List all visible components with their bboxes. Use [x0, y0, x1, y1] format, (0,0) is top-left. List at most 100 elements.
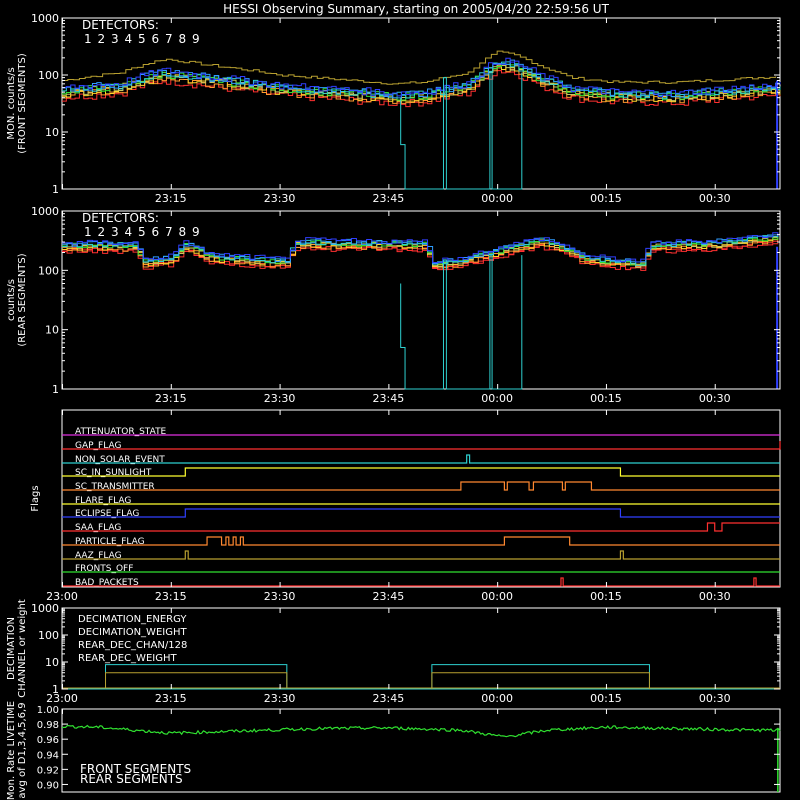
- livetime-front-line: [61, 724, 781, 738]
- legend-detector-6: 6: [152, 225, 160, 239]
- y-tick-label: 1000: [31, 12, 59, 25]
- x-tick-label: 23:30: [264, 192, 296, 205]
- decimation-legend-item: DECIMATION_ENERGY: [78, 614, 187, 625]
- flag-label-fronts_off: FRONTS_OFF: [75, 564, 133, 574]
- y-tick-label: 0.90: [37, 780, 59, 791]
- y-tick-label: 10: [45, 324, 59, 337]
- y-tick-label: 0.96: [37, 735, 59, 746]
- flag-line-aaz_flag: [62, 550, 780, 560]
- flag-line-sc_transmitter: [62, 481, 780, 491]
- legend-detector-7: 7: [165, 32, 173, 46]
- front-series-group: [62, 50, 781, 190]
- x-tick-label: 23:45: [373, 192, 405, 205]
- flag-line-bad_packets: [62, 577, 780, 587]
- rear-dec-weight-step: [431, 672, 650, 689]
- y-tick-label: 1: [52, 383, 59, 396]
- x-tick-label: 23:00: [46, 692, 78, 705]
- legend-title: DETECTORS:: [82, 211, 159, 225]
- legend-detector-4: 4: [125, 225, 133, 239]
- legend-detector-8: 8: [179, 225, 187, 239]
- front-y-label: MON. counts/s (FRONT SEGMENTS): [6, 53, 28, 154]
- y-tick-label: 100: [38, 264, 59, 277]
- decimation-legend-item: DECIMATION_WEIGHT: [78, 627, 187, 638]
- x-tick-label: 23:30: [264, 692, 296, 705]
- legend-detector-3: 3: [111, 225, 119, 239]
- y-axis-label-2: CHANNEL or weight: [17, 599, 28, 698]
- x-tick-label: 00:30: [699, 392, 731, 405]
- legend-detector-6: 6: [152, 32, 160, 46]
- flag-label-non_solar_event: NON_SOLAR_EVENT: [75, 455, 165, 465]
- y-tick-label: 1000: [31, 602, 59, 615]
- figure-title: HESSI Observing Summary, starting on 200…: [223, 2, 609, 16]
- front-legend: DETECTORS:1 2 3 4 5 6 7 8 9: [82, 18, 200, 46]
- x-tick-label: 23:30: [264, 392, 296, 405]
- rear-y-label: counts/s (REAR SEGMENTS): [6, 253, 28, 346]
- x-tick-label: 23:45: [373, 590, 405, 603]
- flag-line-particle_flag: [62, 536, 780, 546]
- x-tick-label: 00:00: [481, 192, 513, 205]
- y-tick-label: 10: [45, 656, 59, 669]
- x-tick-label: 23:15: [155, 590, 187, 603]
- rear-legend: DETECTORS:1 2 3 4 5 6 7 8 9: [82, 211, 200, 239]
- flag-label-gap_flag: GAP_FLAG: [75, 441, 121, 451]
- legend-detector-1: 1: [84, 225, 92, 239]
- front-x-ticks: 23:15 23:30 23:45 00:00 00:15 00:30: [62, 18, 731, 205]
- flag-label-attenuator_state: ATTENUATOR_STATE: [75, 427, 167, 437]
- y-tick-label: 0.92: [37, 765, 59, 776]
- x-tick-label: 00:15: [590, 692, 622, 705]
- legend-detector-4: 4: [125, 32, 133, 46]
- flag-label-sc_transmitter: SC_TRANSMITTER: [75, 482, 155, 492]
- y-tick-label: 1: [52, 183, 59, 196]
- x-tick-label: 00:15: [590, 192, 622, 205]
- flags-panel-frame: [61, 409, 781, 588]
- y-axis-label-2: avg of D1,3,4,5,6,9: [17, 702, 28, 798]
- flags-x-ticks: 23:00 23:15 23:30 23:45 00:00 00:15 00:30: [46, 410, 731, 603]
- front-dropout-line: [400, 72, 523, 190]
- legend-detector-8: 8: [179, 32, 187, 46]
- flag-label-bad_packets: BAD_PACKETS: [75, 578, 139, 588]
- y-axis-label: Flags: [30, 485, 41, 511]
- flag-label-aaz_flag: AAZ_FLAG: [75, 551, 122, 561]
- x-tick-label: 00:15: [590, 590, 622, 603]
- flag-line-non_solar_event: [62, 454, 780, 464]
- front-series-upper: [62, 50, 777, 85]
- x-tick-label: 00:00: [481, 692, 513, 705]
- rear-x-ticks: 23:15 23:30 23:45 00:00 00:15 00:30: [62, 211, 731, 405]
- y-axis-label: Mon. Rate LIVETIME: [6, 701, 17, 800]
- x-tick-label: 23:45: [373, 392, 405, 405]
- front-series-detector: [62, 57, 781, 97]
- x-tick-label: 23:15: [155, 692, 187, 705]
- front-series-detector: [62, 59, 781, 99]
- y-tick-label: 100: [38, 69, 59, 82]
- legend-title: DETECTORS:: [82, 18, 159, 32]
- legend-detector-1: 1: [84, 32, 92, 46]
- x-tick-label: 00:30: [699, 692, 731, 705]
- livetime-legend-item: REAR SEGMENTS: [80, 772, 183, 786]
- flag-label-flare_flag: FLARE_FLAG: [75, 496, 131, 506]
- flag-line-sc_in_sunlight: [62, 467, 780, 477]
- x-tick-label: 23:00: [46, 590, 78, 603]
- flag-label-particle_flag: PARTICLE_FLAG: [75, 537, 145, 547]
- legend-detector-9: 9: [192, 32, 200, 46]
- x-tick-label: 00:30: [699, 590, 731, 603]
- legend-detector-5: 5: [138, 225, 146, 239]
- x-tick-label: 23:15: [155, 192, 187, 205]
- flag-line-eclipse_flag: [62, 508, 780, 518]
- legend-detector-2: 2: [98, 32, 106, 46]
- decimation-group: DECIMATION_ENERGY DECIMATION_WEIGHT REAR_D…: [62, 614, 780, 690]
- y-tick-label: 0.94: [37, 750, 59, 761]
- y-axis-label: MON. counts/s: [6, 67, 17, 139]
- decimation-x-ticks: 23:00 23:15 23:30 23:45 00:00 00:15 00:30: [46, 608, 731, 705]
- y-tick-label: 1000: [31, 205, 59, 218]
- legend-detector-7: 7: [165, 225, 173, 239]
- livetime-legend-item: FRONT SEGMENTS: [80, 762, 191, 776]
- legend-detector-3: 3: [111, 32, 119, 46]
- livetime-panel-frame: [61, 708, 781, 793]
- x-tick-label: 00:30: [699, 192, 731, 205]
- y-tick-label: 100: [38, 629, 59, 642]
- legend-detector-9: 9: [192, 225, 200, 239]
- flag-label-saa_flag: SAA_FLAG: [75, 523, 121, 533]
- y-axis-label-2: (FRONT SEGMENTS): [17, 53, 28, 154]
